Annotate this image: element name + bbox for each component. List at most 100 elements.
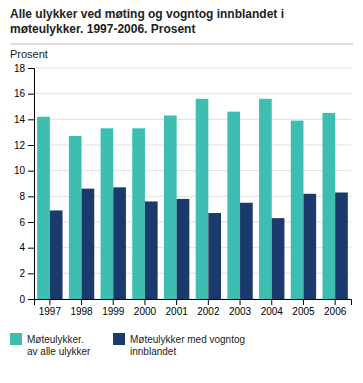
tick: 12 bbox=[14, 140, 34, 151]
title-line: Alle ulykker ved møting og vogntog innbl… bbox=[10, 7, 284, 21]
bar bbox=[208, 213, 221, 299]
tick-label: 8 bbox=[19, 191, 25, 202]
tick: 10 bbox=[14, 165, 34, 176]
legend-label-line: innblandet bbox=[130, 346, 176, 357]
legend-item: Møteulykker.av alle ulykker bbox=[10, 333, 91, 357]
tick-mark bbox=[144, 299, 145, 305]
legend-label: Møteulykker.av alle ulykker bbox=[27, 334, 91, 357]
y-axis: 0 2 4 6 8 10 12 14 16 18 bbox=[14, 63, 35, 305]
tick: 18 bbox=[14, 63, 34, 74]
tick-mark bbox=[28, 94, 34, 95]
bar bbox=[303, 194, 316, 299]
tick-mark bbox=[28, 273, 34, 274]
grid bbox=[34, 68, 351, 299]
tick-mark bbox=[113, 299, 114, 305]
legend-item: Møteulykker med vogntoginnblandet bbox=[113, 333, 245, 357]
tick-mark bbox=[176, 299, 177, 305]
legend-swatch bbox=[10, 333, 22, 345]
tick: 2005 bbox=[292, 299, 315, 317]
tick: 1999 bbox=[102, 299, 125, 317]
tick-mark bbox=[240, 299, 241, 305]
legend: Møteulykker.av alle ulykker Møteulykker m… bbox=[10, 333, 245, 357]
tick-mark bbox=[28, 299, 34, 300]
tick-mark bbox=[28, 119, 34, 120]
legend-label-line: Møteulykker. bbox=[27, 334, 84, 345]
bar bbox=[37, 117, 50, 299]
chart-container: Alle ulykker ved møting og vogntog innbl… bbox=[0, 0, 363, 383]
tick: 14 bbox=[14, 114, 34, 125]
bar bbox=[145, 201, 158, 299]
tick-label: 2000 bbox=[134, 306, 157, 317]
tick-label: 16 bbox=[14, 88, 26, 99]
tick-label: 2002 bbox=[197, 306, 220, 317]
tick-mark bbox=[28, 248, 34, 249]
tick: 4 bbox=[19, 242, 34, 253]
legend-swatch bbox=[113, 333, 125, 345]
tick: 1997 bbox=[39, 299, 62, 317]
bar bbox=[132, 128, 145, 299]
plot: 0 2 4 6 8 10 12 14 16 18 1997 1998 1999 2000 2001 2002 2… bbox=[14, 63, 352, 317]
tick: 2003 bbox=[229, 299, 252, 317]
bar bbox=[227, 112, 240, 299]
y-axis-label: Prosent bbox=[10, 48, 48, 60]
bar bbox=[335, 192, 348, 299]
bar bbox=[259, 99, 272, 299]
tick: 2 bbox=[19, 268, 34, 279]
legend-label: Møteulykker med vogntoginnblandet bbox=[130, 334, 245, 357]
bar bbox=[113, 187, 126, 299]
tick-mark bbox=[28, 171, 34, 172]
tick-label: 2005 bbox=[292, 306, 315, 317]
grid-line bbox=[34, 68, 351, 69]
tick: 16 bbox=[14, 88, 34, 99]
tick: 2002 bbox=[197, 299, 220, 317]
tick-mark bbox=[303, 299, 304, 305]
tick-label: 18 bbox=[14, 63, 26, 74]
grid-line bbox=[34, 93, 351, 94]
tick: 0 bbox=[19, 294, 34, 305]
bar bbox=[101, 128, 114, 299]
tick-mark bbox=[28, 68, 34, 69]
bar bbox=[69, 136, 82, 299]
tick-label: 12 bbox=[14, 140, 26, 151]
tick-label: 14 bbox=[14, 114, 26, 125]
tick-mark bbox=[49, 299, 50, 305]
tick: 8 bbox=[19, 191, 34, 202]
bars bbox=[37, 99, 348, 299]
tick-label: 4 bbox=[19, 242, 25, 253]
tick-label: 1997 bbox=[39, 306, 62, 317]
tick-label: 6 bbox=[19, 217, 25, 228]
tick-label: 2004 bbox=[261, 306, 284, 317]
bar bbox=[164, 115, 177, 299]
legend-label-line: av alle ulykker bbox=[27, 346, 91, 357]
tick-label: 2006 bbox=[324, 306, 347, 317]
legend-label-line: Møteulykker med vogntog bbox=[130, 334, 245, 345]
tick: 6 bbox=[19, 217, 34, 228]
bar bbox=[291, 121, 304, 299]
tick-label: 1998 bbox=[70, 306, 93, 317]
bar bbox=[272, 218, 285, 299]
separator bbox=[10, 44, 353, 45]
tick-label: 1999 bbox=[102, 306, 125, 317]
tick-label: 10 bbox=[14, 165, 26, 176]
tick-mark bbox=[28, 145, 34, 146]
tick: 2006 bbox=[324, 299, 347, 317]
tick-label: 2003 bbox=[229, 306, 252, 317]
bar bbox=[240, 203, 253, 299]
grid-line bbox=[34, 119, 351, 120]
tick: 2004 bbox=[261, 299, 284, 317]
bar bbox=[82, 189, 95, 299]
title: Alle ulykker ved møting og vogntog innbl… bbox=[10, 7, 284, 36]
bar bbox=[322, 113, 335, 299]
title-line: møteulykker. 1997-2006. Prosent bbox=[10, 22, 195, 36]
grid-line bbox=[34, 170, 351, 171]
tick-mark bbox=[335, 299, 336, 305]
bar bbox=[50, 210, 63, 299]
axis-line bbox=[35, 300, 352, 306]
tick-label: 2001 bbox=[166, 306, 189, 317]
tick-label: 0 bbox=[19, 294, 25, 305]
grid-line bbox=[34, 145, 351, 146]
bar bbox=[177, 199, 190, 299]
tick-mark bbox=[271, 299, 272, 305]
chart-svg: Alle ulykker ved møting og vogntog innbl… bbox=[0, 0, 363, 383]
tick-mark bbox=[208, 299, 209, 305]
